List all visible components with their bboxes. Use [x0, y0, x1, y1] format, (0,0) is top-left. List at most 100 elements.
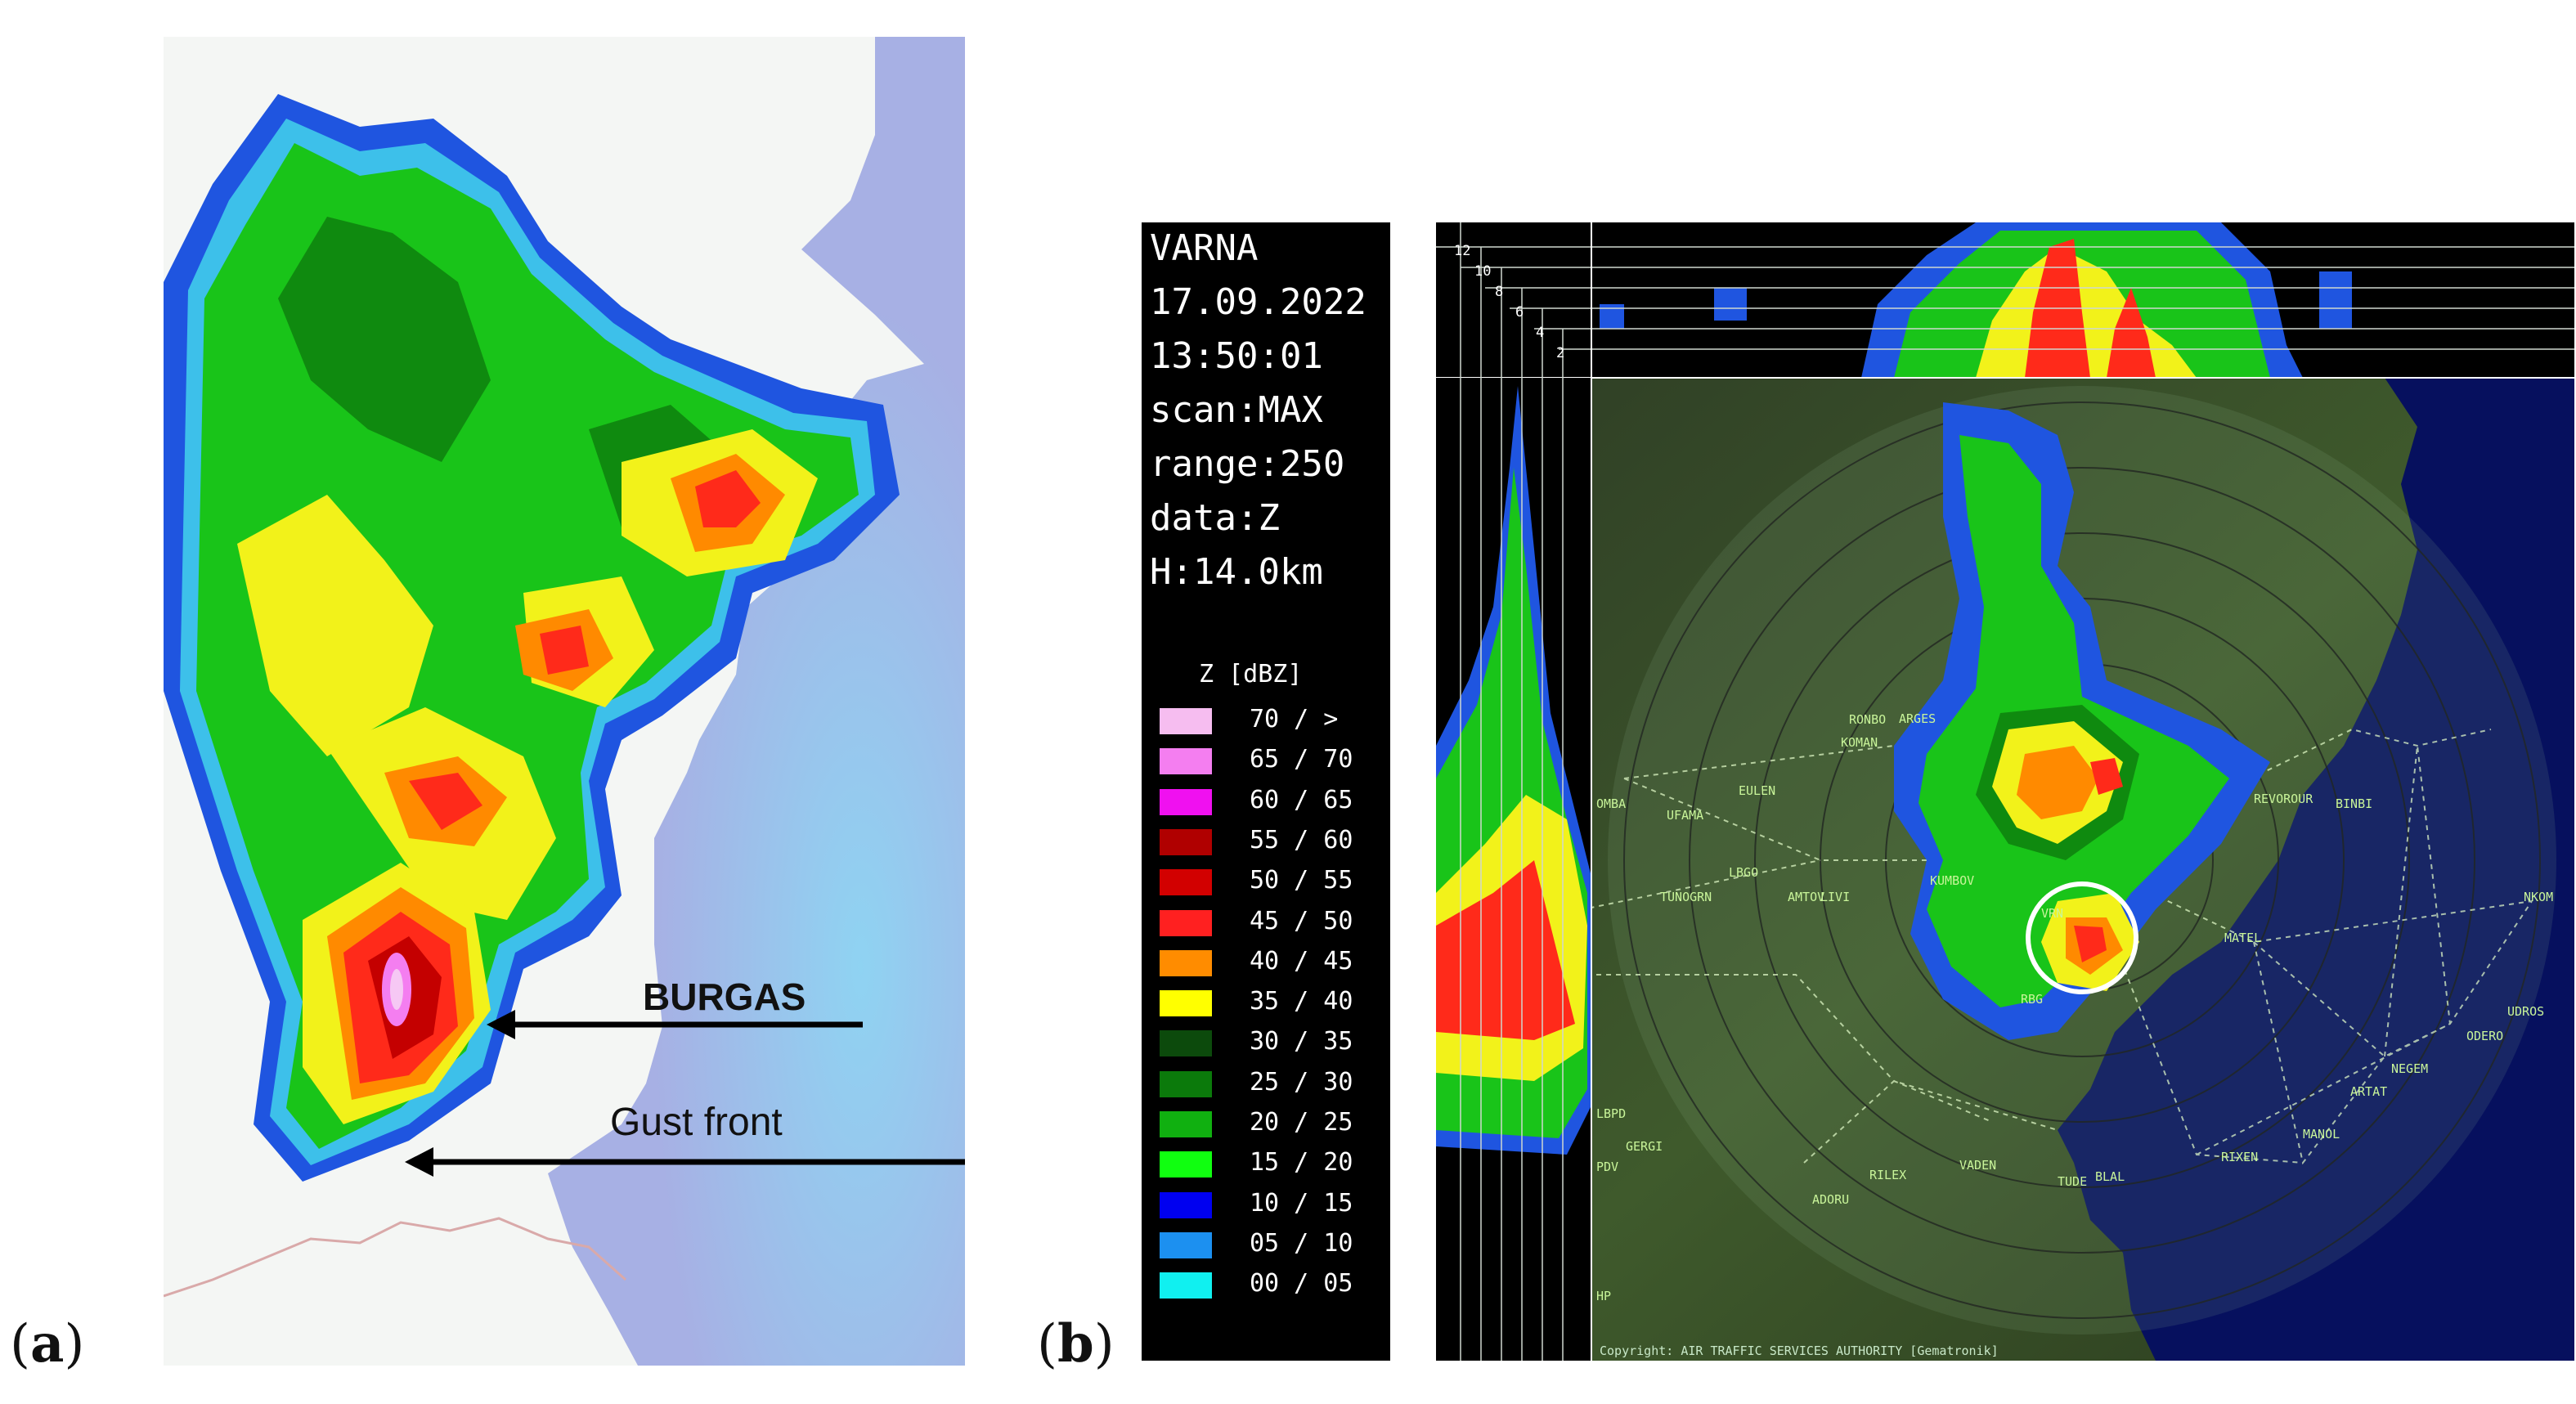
copyright-text: Copyright: AIR TRAFFIC SERVICES AUTHORIT…	[1600, 1343, 1999, 1358]
radar-info-box: VARNA 17.09.2022 13:50:01 scan:MAX range…	[1142, 222, 1390, 1361]
legend-label: 30 / 35	[1250, 1027, 1353, 1056]
waypoint-label: ARTAT	[2350, 1084, 2387, 1099]
legend-entry: 20 / 25	[1160, 1108, 1380, 1141]
scan-time: 13:50:01	[1150, 335, 1323, 377]
legend-entry: 10 / 15	[1160, 1189, 1380, 1222]
legend-entry: 45 / 50	[1160, 907, 1380, 940]
legend-entry: 50 / 55	[1160, 866, 1380, 899]
waypoint-label: ADORU	[1812, 1192, 1849, 1207]
legend-label: 25 / 30	[1250, 1067, 1353, 1097]
scan-date: 17.09.2022	[1150, 281, 1367, 323]
legend-label: 35 / 40	[1250, 987, 1353, 1016]
waypoint-label: VRN	[2041, 906, 2063, 921]
legend-swatch	[1160, 828, 1212, 855]
scan-mode: scan:MAX	[1150, 389, 1323, 431]
legend-swatch	[1160, 869, 1212, 896]
waypoint-label: MATEL	[2224, 931, 2261, 945]
waypoint-labels: RONBO ARGES KOMAN EULEN OMBA UFAMA LBGO TUNOGRN…	[1596, 711, 2553, 1303]
panel-label-a: (a)	[10, 1313, 85, 1375]
burgas-cell-highlight	[2026, 881, 2138, 994]
waypoint-label: REVOROUR	[2254, 792, 2313, 806]
waypoint-label: RONBO	[1849, 712, 1886, 727]
legend-swatch	[1160, 708, 1212, 734]
legend-swatch	[1160, 909, 1212, 936]
legend-entry: 70 / >	[1160, 705, 1380, 738]
legend-label: 10 / 15	[1250, 1188, 1353, 1218]
height-tick: 4	[1536, 325, 1544, 341]
legend-entry: 00 / 05	[1160, 1269, 1380, 1302]
waypoint-label: LBGO	[1729, 865, 1758, 880]
height-tick: 2	[1556, 345, 1564, 361]
waypoint-label: HP	[1596, 1289, 1611, 1303]
height-tick: 12	[1454, 243, 1470, 259]
waypoint-label: KUMBOV	[1930, 873, 1974, 888]
legend-swatch	[1160, 1151, 1212, 1178]
waypoint-label: MANOL	[2303, 1127, 2340, 1142]
radar-composite-map	[163, 37, 973, 1366]
legend-label: 45 / 50	[1250, 906, 1353, 935]
waypoint-label: LIVI	[1820, 890, 1850, 904]
legend-label: 65 / 70	[1250, 745, 1353, 774]
burgas-arrow	[487, 1010, 863, 1039]
gust-front-arrow	[405, 1147, 973, 1177]
radar-display: 12 10 8 6 4 2 RONBO ARGES KOMAN EULEN OMBA UFAMA LB…	[1436, 222, 2574, 1361]
station-name: VARNA	[1150, 227, 1259, 269]
waypoint-label: PDV	[1596, 1160, 1618, 1174]
plan-view-echoes	[1894, 402, 2270, 1040]
waypoint-label: AMTOV	[1788, 890, 1824, 904]
legend-swatch	[1160, 788, 1212, 815]
sea-area	[2058, 378, 2574, 1361]
max-height: H:14.0km	[1150, 551, 1323, 593]
legend-swatch	[1160, 990, 1212, 1017]
panel-label-b: (b)	[1037, 1313, 1115, 1375]
legend-title: Z [dBZ]	[1199, 660, 1303, 689]
legend-label: 60 / 65	[1250, 785, 1353, 814]
sea-area	[548, 37, 965, 1366]
burgas-label: BURGAS	[643, 976, 806, 1018]
legend-swatch	[1160, 1070, 1212, 1097]
waypoint-label: UDROS	[2507, 1004, 2544, 1019]
waypoint-label: NEGEM	[2391, 1061, 2428, 1076]
country-border	[163, 1217, 626, 1298]
legend-swatch	[1160, 748, 1212, 775]
legend-entry: 35 / 40	[1160, 987, 1380, 1020]
section-top-grid	[1436, 246, 2574, 379]
waypoint-label: TUNOGRN	[1660, 890, 1712, 904]
scan-range: range:250	[1150, 443, 1345, 485]
legend-entry: 65 / 70	[1160, 745, 1380, 778]
waypoint-label: RBG	[2021, 992, 2043, 1007]
waypoint-label: BINBI	[2336, 796, 2372, 811]
waypoint-label: ODERO	[2466, 1029, 2503, 1043]
legend-label: 00 / 05	[1250, 1269, 1353, 1299]
waypoint-label: UFAMA	[1667, 808, 1703, 823]
waypoint-label: RILEX	[1869, 1168, 1906, 1182]
legend-entry: 05 / 10	[1160, 1229, 1380, 1262]
waypoint-label: GERGI	[1626, 1139, 1663, 1154]
legend-label: 55 / 60	[1250, 825, 1353, 855]
legend-swatch	[1160, 1191, 1212, 1218]
height-tick: 10	[1474, 263, 1491, 280]
data-type: data:Z	[1150, 497, 1280, 539]
legend-label: 20 / 25	[1250, 1108, 1353, 1137]
waypoint-label: LBPD	[1596, 1106, 1626, 1121]
legend-entry: 55 / 60	[1160, 826, 1380, 859]
waypoint-label: EULEN	[1739, 783, 1775, 798]
legend-label: 15 / 20	[1250, 1148, 1353, 1177]
legend-entry: 15 / 20	[1160, 1148, 1380, 1181]
waypoint-label: VADEN	[1959, 1158, 1996, 1173]
legend-swatch	[1160, 1272, 1212, 1299]
legend-entry: 25 / 30	[1160, 1068, 1380, 1101]
section-left-echoes	[1436, 386, 1591, 1155]
gust-front-label: Gust front	[610, 1101, 783, 1144]
waypoint-label: ARGES	[1899, 711, 1936, 726]
waypoint-label: NKOM	[2524, 890, 2553, 904]
legend-entry: 40 / 45	[1160, 947, 1380, 980]
waypoint-label: BLAL	[2095, 1169, 2125, 1184]
waypoint-label: TUDE	[2058, 1174, 2087, 1189]
waypoint-label: KOMAN	[1841, 735, 1878, 750]
legend-swatch	[1160, 1030, 1212, 1057]
section-left-grid	[1460, 222, 1592, 1361]
map-panel-a	[163, 37, 973, 1366]
